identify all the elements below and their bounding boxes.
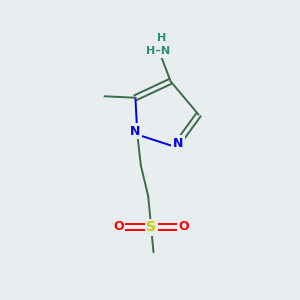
- Text: O: O: [179, 220, 190, 233]
- Text: S: S: [146, 220, 156, 234]
- Text: N: N: [130, 124, 140, 137]
- Text: N: N: [173, 137, 183, 150]
- Text: O: O: [113, 220, 124, 233]
- Text: H–N: H–N: [146, 46, 170, 56]
- Text: H: H: [157, 33, 167, 43]
